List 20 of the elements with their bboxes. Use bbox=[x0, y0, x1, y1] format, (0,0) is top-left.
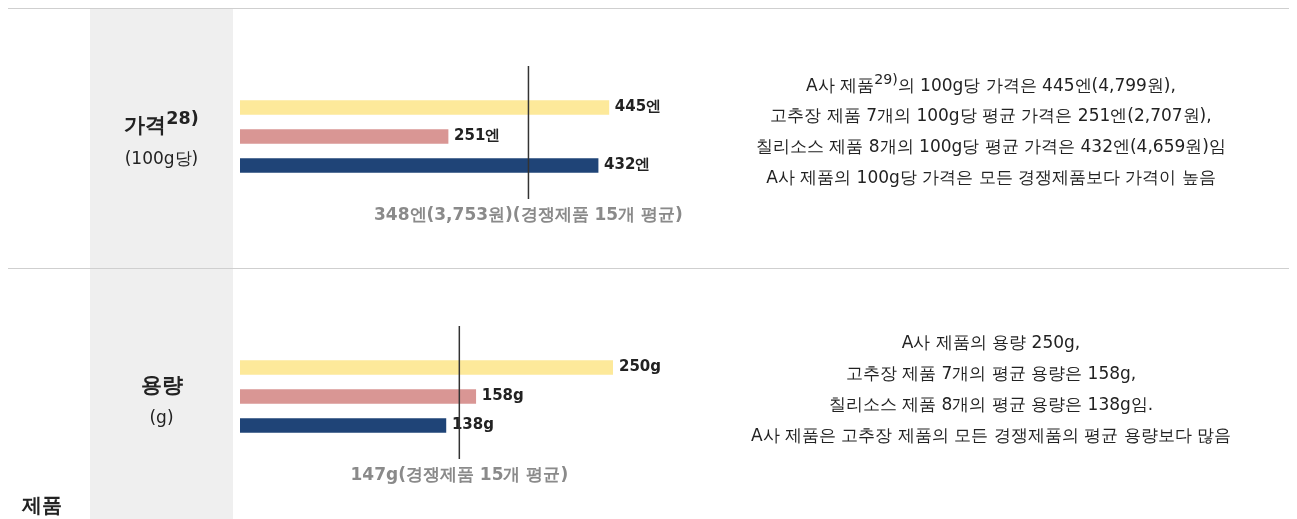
text: A사 제품의 용량 250g, bbox=[901, 330, 1081, 354]
text: A사 제품은 고추장 제품의 모든 경쟁제품의 평균 용량보다 많음 bbox=[751, 423, 1231, 447]
text: (g) bbox=[149, 406, 174, 427]
text: A사 제품$^{29)}$의 100g당 가격은 445엔(4,799원), bbox=[806, 69, 1176, 97]
data-label: 445엔 bbox=[614, 97, 662, 116]
text: (100g당) bbox=[124, 146, 199, 170]
data-label: 251엔 bbox=[454, 126, 501, 145]
ref-line-label: 348엔(3,753원)(경쟁제품 15개 평균) bbox=[374, 204, 683, 225]
ref-line-label: 147g(경쟁제품 15개 평균) bbox=[350, 464, 569, 485]
text: 칠리소스 제품 8개의 100g당 평균 가격은 432엔(4,659원)임 bbox=[756, 135, 1226, 159]
data-label: 432엔 bbox=[604, 155, 651, 174]
text: 칠리소스 제품 8개의 평균 용량은 138g임. bbox=[828, 392, 1154, 416]
text: 가격$^{28)}$ bbox=[124, 107, 199, 139]
text: 용량 bbox=[140, 371, 183, 399]
data-label: 250g bbox=[619, 357, 662, 376]
text: A사 제품의 100g당 가격은 모든 경쟁제품보다 가격이 높음 bbox=[766, 166, 1216, 190]
text: 고추장 제품 7개의 100g당 평균 가격은 251엔(2,707원), bbox=[770, 104, 1212, 128]
data-label: 158g bbox=[481, 386, 524, 405]
text: 제품 bbox=[22, 492, 62, 519]
text: 고추장 제품 7개의 평균 용량은 158g, bbox=[845, 361, 1137, 385]
